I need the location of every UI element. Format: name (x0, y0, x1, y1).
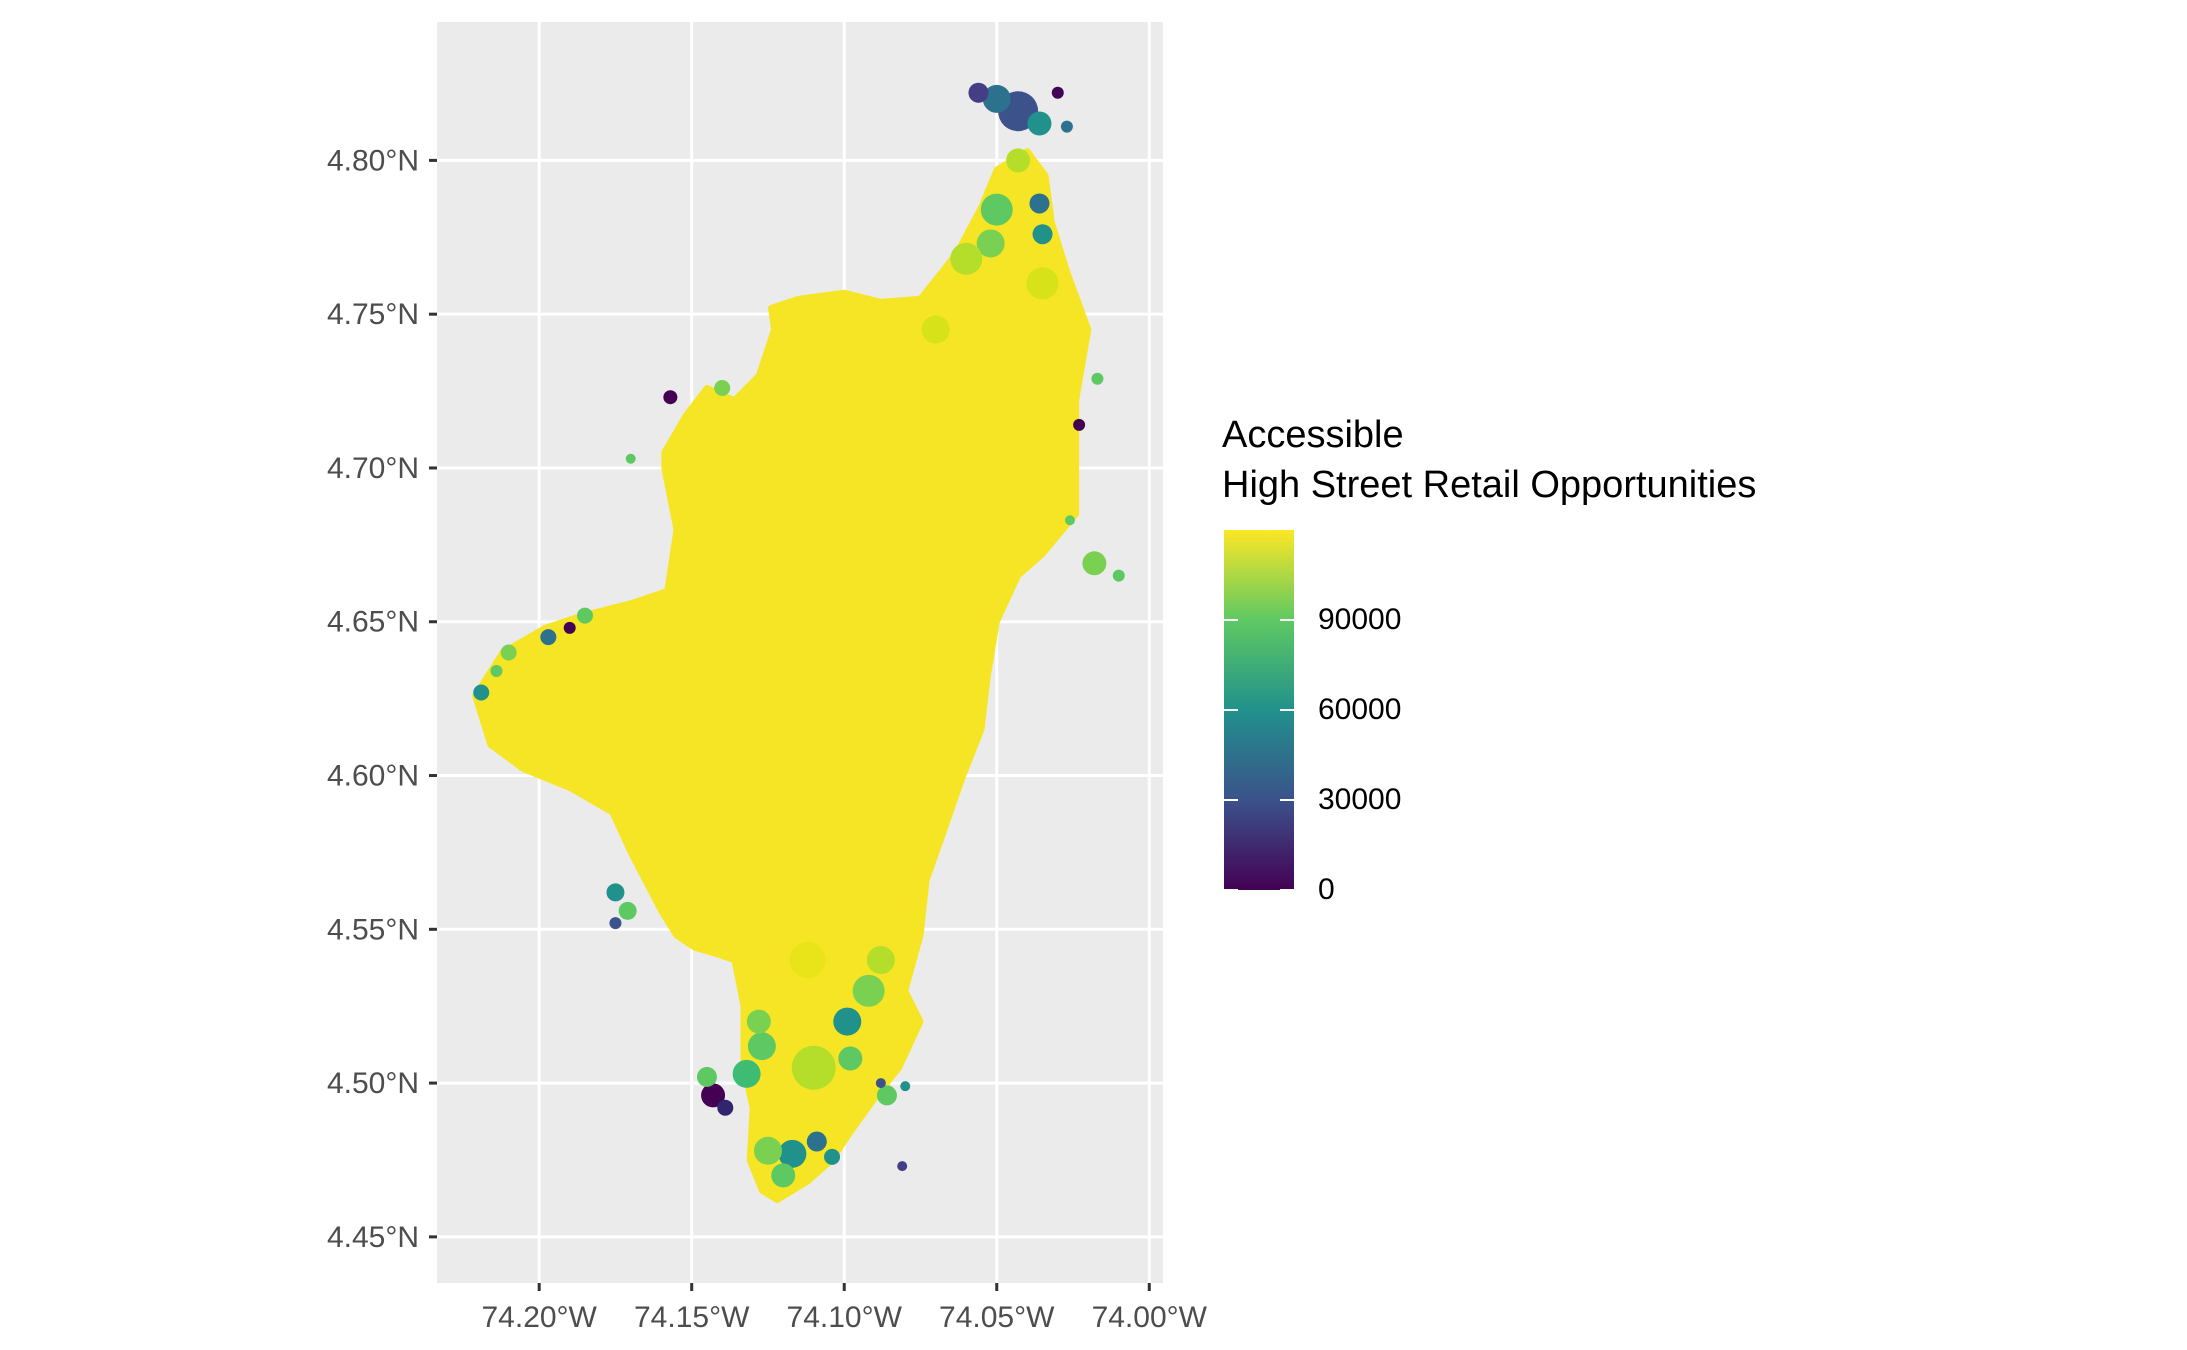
hex-cell-patch (500, 644, 517, 661)
hex-cell-patch (838, 1046, 863, 1071)
hex-cell-patch (1091, 372, 1104, 385)
hex-cell-patch (473, 684, 490, 701)
hex-cell-patch (746, 1009, 771, 1034)
hex-cell-patch (1112, 569, 1125, 582)
y-tick-label: 4.80°N (327, 144, 419, 177)
hex-cell-patch (897, 1161, 908, 1172)
y-tick-label: 4.45°N (327, 1221, 419, 1254)
legend: Accessible High Street Retail Opportunit… (1222, 410, 1756, 905)
hex-cell-patch (701, 1083, 726, 1108)
hex-cell-patch (771, 1163, 796, 1188)
hex-cell-patch (806, 1131, 827, 1152)
legend-colorbar-row: 0 30000 60000 90000 (1222, 530, 1756, 905)
legend-tick-mark-left (1224, 889, 1238, 891)
y-tick-label: 4.55°N (327, 913, 419, 946)
y-axis-labels: 4.45°N 4.50°N 4.55°N 4.60°N 4.65°N 4.70°N 4.75… (327, 144, 419, 1253)
hex-cell-patch (576, 607, 593, 624)
hex-cell-patch (609, 917, 622, 930)
x-axis-labels: 74.20°W 74.15°W 74.10°W 74.05°W 74.00°W (481, 1301, 1207, 1334)
hex-cell-patch (824, 1148, 841, 1165)
x-tick-label: 74.20°W (481, 1301, 597, 1334)
hex-cell-patch (900, 1081, 911, 1092)
legend-tick-mark-left (1224, 709, 1238, 711)
hex-cell-patch (625, 453, 636, 464)
hex-cell-patch (1051, 86, 1064, 99)
hex-cell-patch (950, 242, 983, 275)
y-tick-label: 4.65°N (327, 606, 419, 639)
hex-cell-patch (663, 390, 678, 405)
hex-cell-patch (717, 1099, 734, 1116)
hex-cell-patch (618, 901, 637, 920)
hex-cell-patch (875, 1078, 886, 1089)
y-tick-label: 4.75°N (327, 298, 419, 331)
hex-cell-patch (606, 883, 625, 902)
hex-cell-patch (1026, 267, 1059, 300)
legend-title-line1: Accessible (1222, 414, 1404, 456)
hex-cell-patch (753, 1136, 782, 1165)
y-tick-label: 4.60°N (327, 760, 419, 793)
legend-tick-mark-right (1280, 709, 1294, 711)
y-tick-label: 4.70°N (327, 452, 419, 485)
hex-cell-patch (696, 1066, 717, 1087)
hex-cell-patch (1029, 193, 1050, 214)
region-layer (472, 82, 1125, 1203)
legend-tick-mark-left (1224, 799, 1238, 801)
legend-tick-label: 60000 (1318, 693, 1402, 726)
x-tick-label: 74.00°W (1092, 1301, 1208, 1334)
hex-cell-patch (1032, 224, 1053, 245)
hex-cell-patch (563, 621, 576, 634)
hex-cell-patch (982, 84, 1011, 113)
hex-cell-patch (490, 664, 503, 677)
hex-cell-patch (976, 229, 1005, 258)
x-tick-label: 74.10°W (787, 1301, 903, 1334)
legend-tick-mark-right (1280, 799, 1294, 801)
hex-cell-patch (778, 1139, 807, 1168)
hex-cell-patch (1006, 148, 1031, 173)
hex-cell-patch (921, 315, 950, 344)
hex-cell-patch (866, 946, 895, 975)
x-tick-label: 74.05°W (939, 1301, 1055, 1334)
hex-cell-patch (852, 974, 885, 1007)
y-tick-label: 4.50°N (327, 1067, 419, 1100)
axis-ticks (429, 158, 1151, 1291)
legend-title-line2: High Street Retail Opportunities (1222, 464, 1757, 506)
hex-cell-patch (732, 1059, 761, 1088)
hex-cell-patch (876, 1085, 897, 1106)
hex-cell-patch (833, 1007, 862, 1036)
hex-cell-patch (747, 1032, 776, 1061)
hex-cell-patch (540, 629, 557, 646)
hex-cell-patch (1060, 120, 1073, 133)
hex-cell-patch (714, 379, 731, 396)
hex-cell-patch (791, 1045, 836, 1090)
legend-tick-mark-left (1224, 619, 1238, 621)
hex-cell-patch (789, 942, 826, 979)
hex-cell-patch (1027, 111, 1052, 136)
legend-tick-mark-right (1280, 619, 1294, 621)
legend-tick-mark-right (1280, 889, 1294, 891)
legend-title: Accessible High Street Retail Opportunit… (1222, 410, 1756, 510)
x-tick-label: 74.15°W (634, 1301, 750, 1334)
legend-tick-label: 30000 (1318, 783, 1402, 816)
legend-tick-label: 0 (1318, 873, 1335, 906)
hex-cell-patch (1064, 515, 1075, 526)
hex-cell-patch (1073, 418, 1086, 431)
hex-cell-patch (1082, 551, 1107, 576)
hex-cell-patch (980, 193, 1013, 226)
hex-cell-patch (968, 82, 989, 103)
legend-tick-label: 90000 (1318, 603, 1402, 636)
